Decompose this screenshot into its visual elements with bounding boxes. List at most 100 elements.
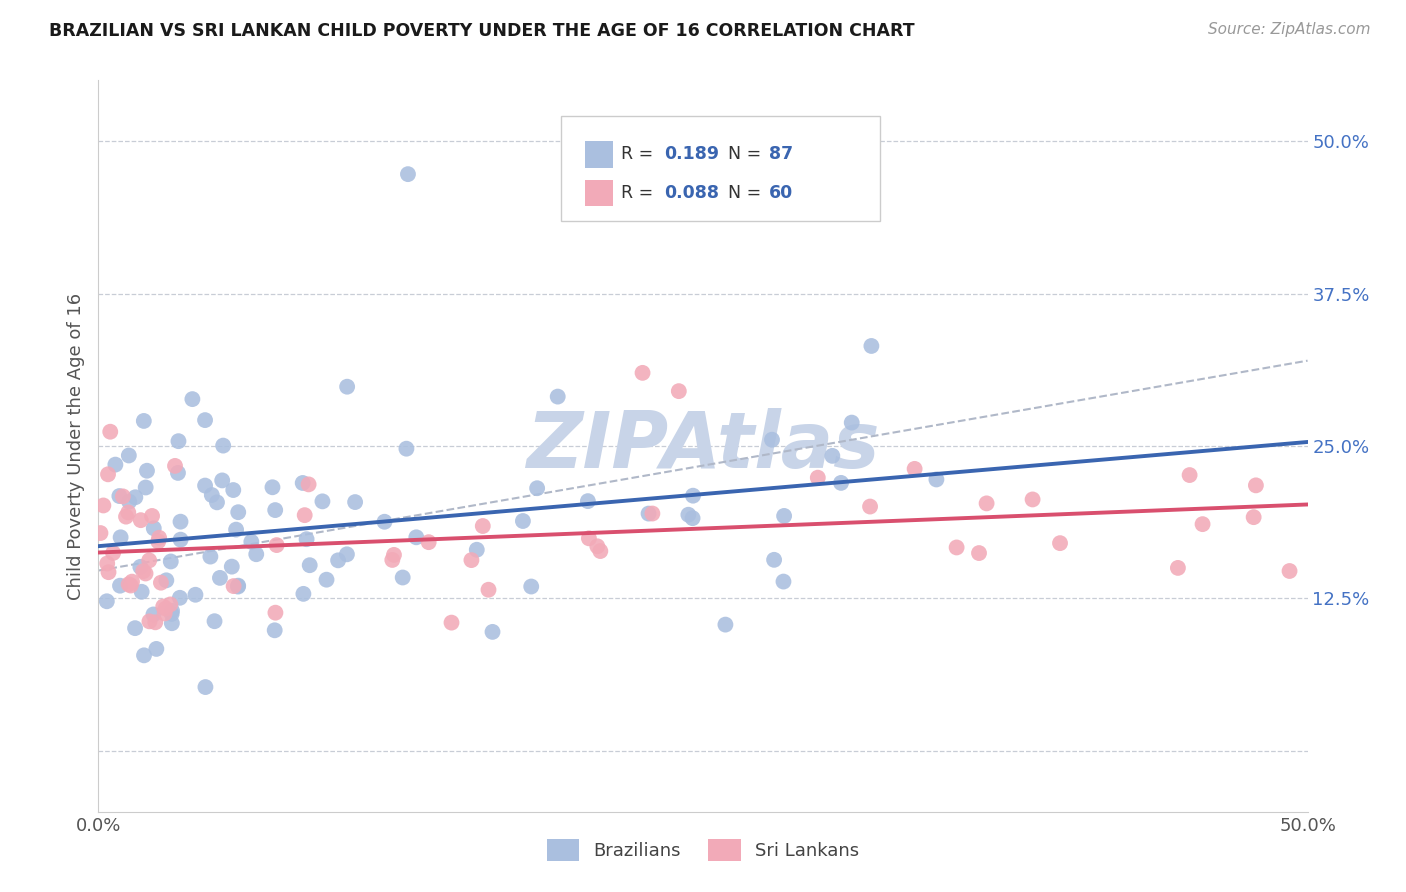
Point <box>101 546 124 560</box>
Point <box>1167 561 1189 575</box>
Point <box>772 574 794 589</box>
Text: N =: N = <box>717 184 766 202</box>
Point <box>925 473 948 487</box>
Point <box>110 530 132 544</box>
Point <box>678 508 700 522</box>
Point <box>118 449 141 463</box>
Point <box>382 548 405 562</box>
Point <box>93 499 115 513</box>
Point <box>152 599 174 614</box>
Point <box>142 521 165 535</box>
Point <box>830 475 852 490</box>
Point <box>477 582 499 597</box>
Point <box>138 553 160 567</box>
Point <box>124 621 146 635</box>
Point <box>131 584 153 599</box>
Point <box>118 577 141 591</box>
Point <box>240 534 263 549</box>
Point <box>205 495 228 509</box>
Point <box>132 648 155 663</box>
Point <box>512 514 534 528</box>
Point <box>121 574 143 589</box>
Point <box>226 505 249 519</box>
Text: R =: R = <box>621 184 659 202</box>
Text: 60: 60 <box>769 184 793 202</box>
Point <box>204 614 226 628</box>
Point <box>295 532 318 546</box>
Point <box>1049 536 1071 550</box>
Point <box>135 566 157 581</box>
Point <box>222 579 245 593</box>
Point <box>184 588 207 602</box>
Point <box>108 489 131 503</box>
Point <box>396 167 419 181</box>
Point <box>418 535 440 549</box>
Point <box>221 559 243 574</box>
Point <box>773 508 796 523</box>
Point <box>682 511 704 525</box>
Point <box>169 515 191 529</box>
Point <box>967 546 990 560</box>
Point <box>264 606 287 620</box>
Point <box>264 503 287 517</box>
Point <box>761 433 783 447</box>
Point <box>976 496 998 510</box>
Point <box>395 442 418 456</box>
Point <box>481 624 503 639</box>
Point <box>576 494 599 508</box>
Point <box>336 380 359 394</box>
Point <box>578 531 600 545</box>
Point <box>226 580 249 594</box>
Point <box>945 541 967 555</box>
Point <box>292 587 315 601</box>
Point <box>169 591 191 605</box>
Point <box>96 557 118 571</box>
Point <box>391 570 413 584</box>
Point <box>859 500 882 514</box>
Point <box>682 489 704 503</box>
Point <box>132 414 155 428</box>
Point <box>153 607 176 621</box>
Point <box>373 515 395 529</box>
Point <box>211 474 233 488</box>
Point <box>807 471 830 485</box>
Point <box>97 467 120 482</box>
Point <box>520 580 543 594</box>
Point <box>155 601 177 615</box>
Point <box>200 549 222 564</box>
Point <box>136 464 159 478</box>
Point <box>631 366 654 380</box>
Point <box>167 466 190 480</box>
Text: 87: 87 <box>769 145 793 163</box>
Point <box>381 553 404 567</box>
Point <box>138 615 160 629</box>
Point <box>668 384 690 399</box>
Point <box>336 547 359 561</box>
Point <box>167 434 190 449</box>
Point <box>405 530 427 544</box>
Point <box>315 573 337 587</box>
Point <box>465 542 488 557</box>
Point <box>1191 517 1213 532</box>
Point <box>714 617 737 632</box>
Point <box>547 390 569 404</box>
Point <box>194 413 217 427</box>
Text: ZIPAtlas: ZIPAtlas <box>526 408 880 484</box>
Point <box>111 489 134 503</box>
Point <box>201 488 224 502</box>
Point <box>763 553 786 567</box>
Point <box>132 564 155 578</box>
Point <box>142 607 165 622</box>
Point <box>860 339 883 353</box>
Point <box>89 526 111 541</box>
Text: N =: N = <box>717 145 766 163</box>
Point <box>155 574 177 588</box>
Point <box>104 458 127 472</box>
Point <box>143 615 166 630</box>
Point <box>194 478 217 492</box>
Point <box>135 481 157 495</box>
Point <box>440 615 463 630</box>
Point <box>1243 510 1265 524</box>
Point <box>129 513 152 527</box>
Point <box>148 534 170 549</box>
